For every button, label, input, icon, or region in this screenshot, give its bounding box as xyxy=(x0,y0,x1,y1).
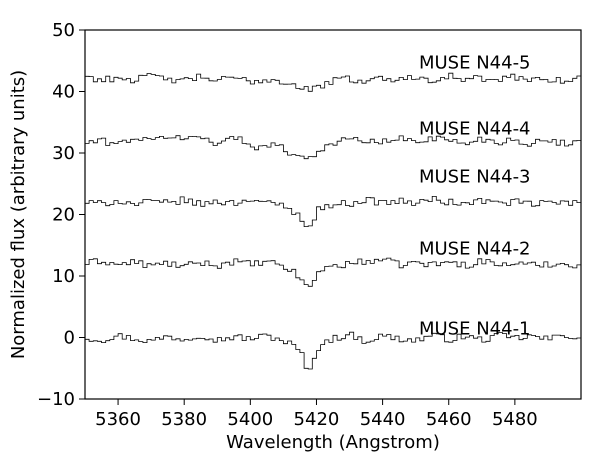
x-tick-label: 5420 xyxy=(294,409,340,430)
x-tick-label: 5400 xyxy=(227,409,273,430)
x-tick-label: 5440 xyxy=(360,409,406,430)
y-tick-label: 40 xyxy=(52,82,75,103)
x-tick-label: 5380 xyxy=(161,409,207,430)
plot-frame xyxy=(84,29,582,400)
y-tick-label: 50 xyxy=(52,20,75,41)
spectra-lines xyxy=(85,72,581,370)
y-tick-label: −10 xyxy=(37,389,75,410)
spectrum-line-5 xyxy=(85,72,581,92)
x-axis-ticks: 5360 5380 5400 5420 5440 5460 5480 xyxy=(95,399,538,430)
x-tick-label: 5480 xyxy=(492,409,538,430)
series-label-3: MUSE N44-3 xyxy=(419,166,531,187)
x-tick-label: 5360 xyxy=(95,409,141,430)
series-label-4: MUSE N44-4 xyxy=(419,118,531,139)
spectrum-line-3 xyxy=(85,196,581,227)
y-axis-ticks: −10 0 10 20 30 40 50 xyxy=(37,20,85,410)
y-tick-label: 20 xyxy=(52,205,75,226)
y-tick-label: 0 xyxy=(64,328,75,349)
y-tick-label: 10 xyxy=(52,266,75,287)
spectrum-line-4 xyxy=(85,135,581,160)
series-label-2: MUSE N44-2 xyxy=(419,238,531,259)
x-axis-label: Wavelength (Angstrom) xyxy=(226,432,440,453)
spectrum-line-2 xyxy=(85,257,581,287)
series-label-1: MUSE N44-1 xyxy=(419,318,531,339)
y-tick-label: 30 xyxy=(52,143,75,164)
series-label-5: MUSE N44-5 xyxy=(419,53,531,74)
spectrum-line-1 xyxy=(85,331,581,370)
y-axis-label: Normalized flux (arbitrary units) xyxy=(8,70,29,359)
x-tick-label: 5460 xyxy=(426,409,472,430)
series-labels: MUSE N44-1 MUSE N44-2 MUSE N44-3 MUSE N44-4… xyxy=(419,53,531,340)
